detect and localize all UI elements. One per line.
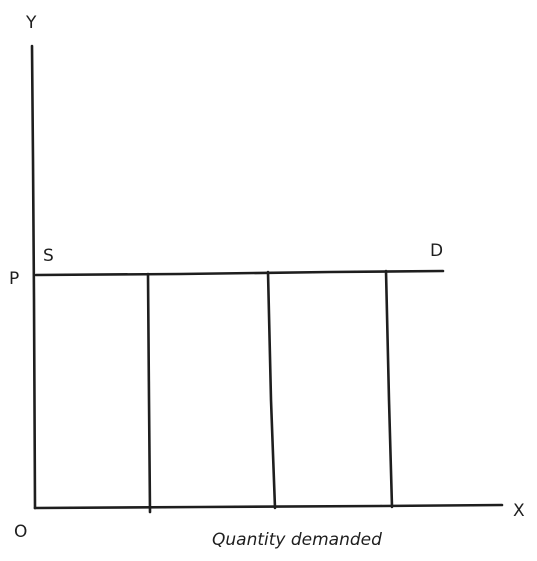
y-axis-label: Y [25,13,37,33]
origin-label: O [14,522,27,542]
quantity-line-3 [384,269,394,509]
demand-label: D [430,241,443,261]
x-axis-label: X [513,501,525,521]
x-axis-line [33,503,504,510]
y-axis-line [30,44,37,510]
price-line [34,269,445,277]
price-label: P [9,269,19,289]
supply-label: S [43,246,54,266]
quantity-line-1 [146,272,152,514]
x-axis-title: Quantity demanded [212,530,382,550]
quantity-line-2 [266,270,277,510]
